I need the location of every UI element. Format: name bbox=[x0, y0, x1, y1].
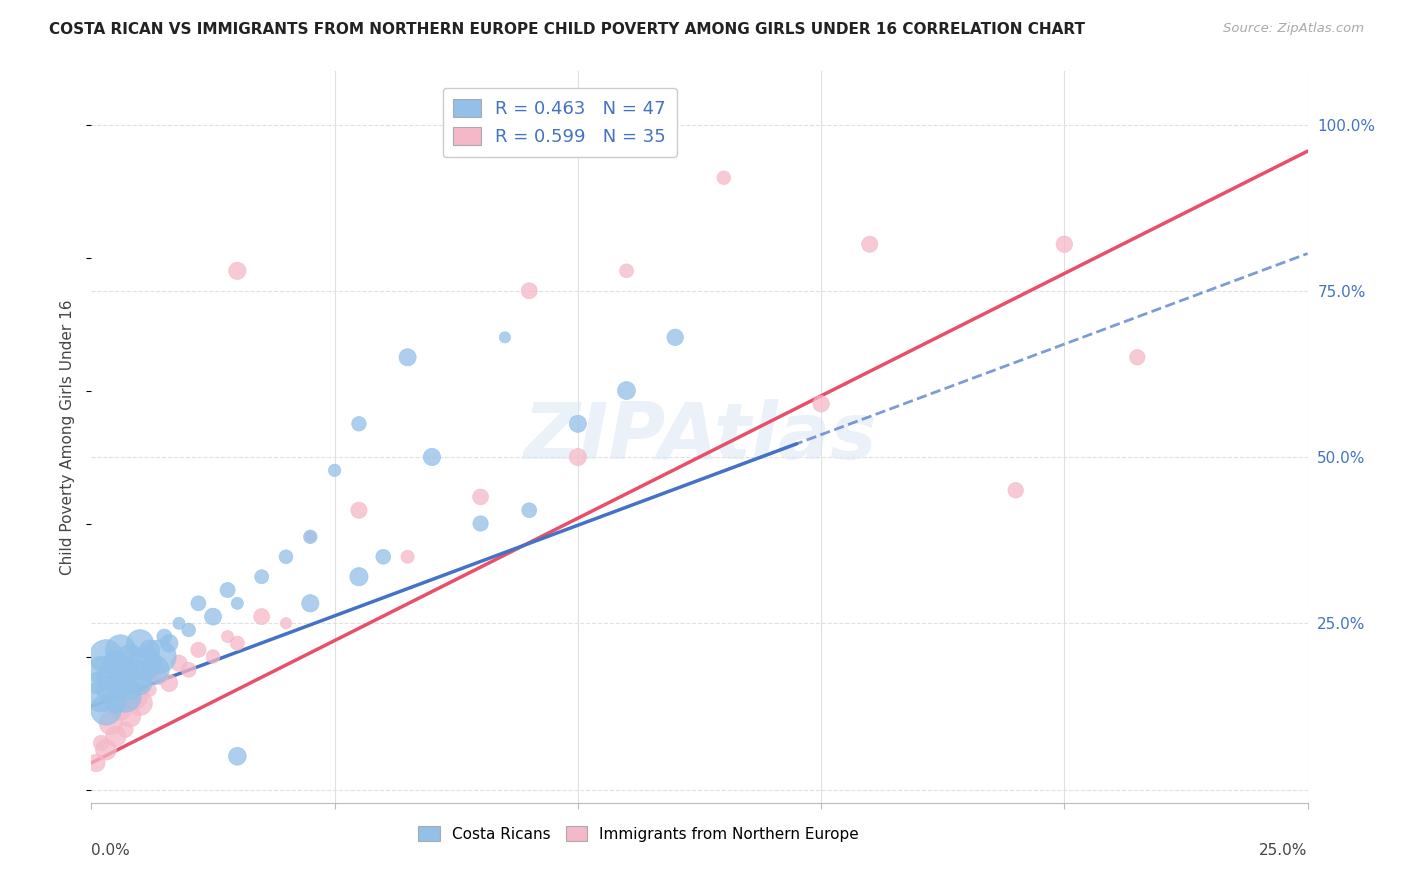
Point bbox=[470, 490, 492, 504]
Point bbox=[347, 570, 370, 584]
Point bbox=[104, 696, 127, 710]
Point bbox=[100, 716, 122, 731]
Point bbox=[202, 649, 225, 664]
Point bbox=[134, 656, 156, 670]
Point bbox=[157, 636, 180, 650]
Point bbox=[120, 649, 142, 664]
Point bbox=[104, 729, 127, 743]
Text: 25.0%: 25.0% bbox=[1260, 843, 1308, 858]
Point bbox=[100, 669, 122, 683]
Point bbox=[517, 284, 540, 298]
Point bbox=[129, 636, 152, 650]
Point bbox=[1053, 237, 1076, 252]
Point bbox=[148, 649, 170, 664]
Point bbox=[187, 643, 209, 657]
Point bbox=[1004, 483, 1026, 498]
Point bbox=[143, 663, 166, 677]
Point bbox=[274, 549, 297, 564]
Point bbox=[129, 696, 152, 710]
Point bbox=[84, 756, 107, 770]
Point bbox=[299, 596, 322, 610]
Point bbox=[84, 676, 107, 690]
Point bbox=[517, 503, 540, 517]
Point bbox=[114, 723, 136, 737]
Point bbox=[250, 570, 273, 584]
Point bbox=[226, 596, 249, 610]
Point bbox=[347, 417, 370, 431]
Point bbox=[110, 643, 132, 657]
Point bbox=[616, 384, 638, 398]
Y-axis label: Child Poverty Among Girls Under 16: Child Poverty Among Girls Under 16 bbox=[60, 300, 76, 574]
Point bbox=[139, 643, 162, 657]
Point bbox=[139, 682, 162, 697]
Text: Source: ZipAtlas.com: Source: ZipAtlas.com bbox=[1223, 22, 1364, 36]
Point bbox=[114, 663, 136, 677]
Point bbox=[120, 709, 142, 723]
Point bbox=[90, 663, 112, 677]
Point bbox=[396, 549, 419, 564]
Point bbox=[129, 676, 152, 690]
Point bbox=[124, 690, 146, 704]
Point bbox=[226, 264, 249, 278]
Point bbox=[616, 264, 638, 278]
Point bbox=[664, 330, 686, 344]
Point bbox=[713, 170, 735, 185]
Point bbox=[567, 450, 589, 464]
Point bbox=[299, 530, 322, 544]
Point bbox=[167, 616, 190, 631]
Point bbox=[323, 463, 346, 477]
Point bbox=[110, 703, 132, 717]
Point bbox=[187, 596, 209, 610]
Point bbox=[167, 656, 190, 670]
Point bbox=[226, 636, 249, 650]
Point bbox=[100, 682, 122, 697]
Point bbox=[1126, 351, 1149, 365]
Text: ZIPAtlas: ZIPAtlas bbox=[523, 399, 876, 475]
Point bbox=[470, 516, 492, 531]
Point bbox=[120, 682, 142, 697]
Point bbox=[177, 623, 200, 637]
Point bbox=[94, 742, 117, 756]
Point bbox=[226, 749, 249, 764]
Point bbox=[217, 630, 239, 644]
Legend: Costa Ricans, Immigrants from Northern Europe: Costa Ricans, Immigrants from Northern E… bbox=[412, 820, 865, 847]
Point bbox=[110, 676, 132, 690]
Point bbox=[124, 669, 146, 683]
Point bbox=[494, 330, 516, 344]
Point bbox=[396, 351, 419, 365]
Point bbox=[420, 450, 443, 464]
Point bbox=[250, 609, 273, 624]
Point bbox=[567, 417, 589, 431]
Point bbox=[373, 549, 395, 564]
Point bbox=[157, 676, 180, 690]
Point bbox=[94, 703, 117, 717]
Point bbox=[90, 736, 112, 750]
Point bbox=[810, 397, 832, 411]
Point bbox=[202, 609, 225, 624]
Point bbox=[347, 503, 370, 517]
Point bbox=[299, 530, 322, 544]
Point bbox=[859, 237, 882, 252]
Point bbox=[148, 669, 170, 683]
Point bbox=[94, 649, 117, 664]
Point bbox=[217, 582, 239, 597]
Point bbox=[153, 630, 176, 644]
Point bbox=[90, 690, 112, 704]
Point bbox=[274, 616, 297, 631]
Point bbox=[114, 690, 136, 704]
Text: COSTA RICAN VS IMMIGRANTS FROM NORTHERN EUROPE CHILD POVERTY AMONG GIRLS UNDER 1: COSTA RICAN VS IMMIGRANTS FROM NORTHERN … bbox=[49, 22, 1085, 37]
Text: 0.0%: 0.0% bbox=[91, 843, 131, 858]
Point bbox=[104, 656, 127, 670]
Point bbox=[177, 663, 200, 677]
